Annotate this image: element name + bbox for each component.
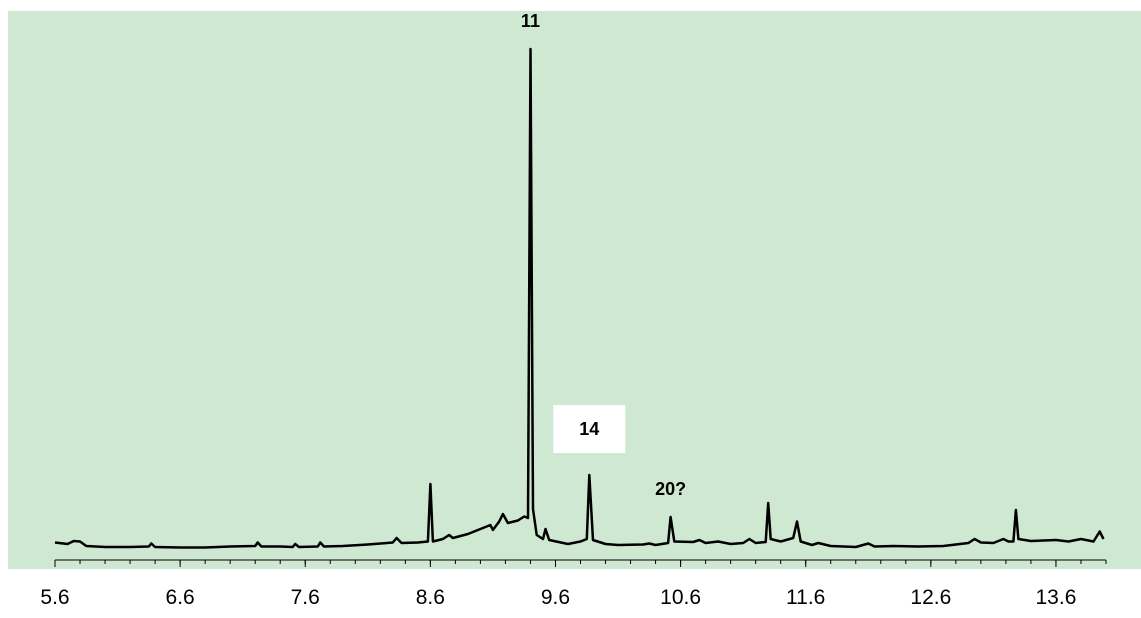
x-tick-label: 13.6	[1036, 586, 1077, 609]
x-tick-label: 10.6	[660, 586, 701, 609]
x-tick-label: 9.6	[541, 586, 570, 609]
peak-label: 20?	[655, 479, 686, 499]
x-tick-label: 8.6	[416, 586, 445, 609]
plot-area	[8, 11, 1141, 569]
x-tick-label: 11.6	[786, 586, 825, 609]
x-tick-label: 12.6	[910, 586, 951, 609]
x-tick-label: 5.6	[40, 586, 69, 609]
peak-label: 11	[521, 11, 540, 31]
chromatogram-trace	[54, 47, 1105, 549]
peak-label-layer: 11 14 20?	[521, 11, 686, 499]
peak-label-box	[553, 405, 626, 453]
x-tick-label: 6.6	[166, 586, 195, 609]
peak-label: 14	[579, 419, 599, 439]
x-axis: 5.6 6.6 7.6 8.6 9.6 10.6 11.6 12.6 13.6	[40, 559, 1107, 609]
x-tick-label: 7.6	[291, 586, 320, 609]
